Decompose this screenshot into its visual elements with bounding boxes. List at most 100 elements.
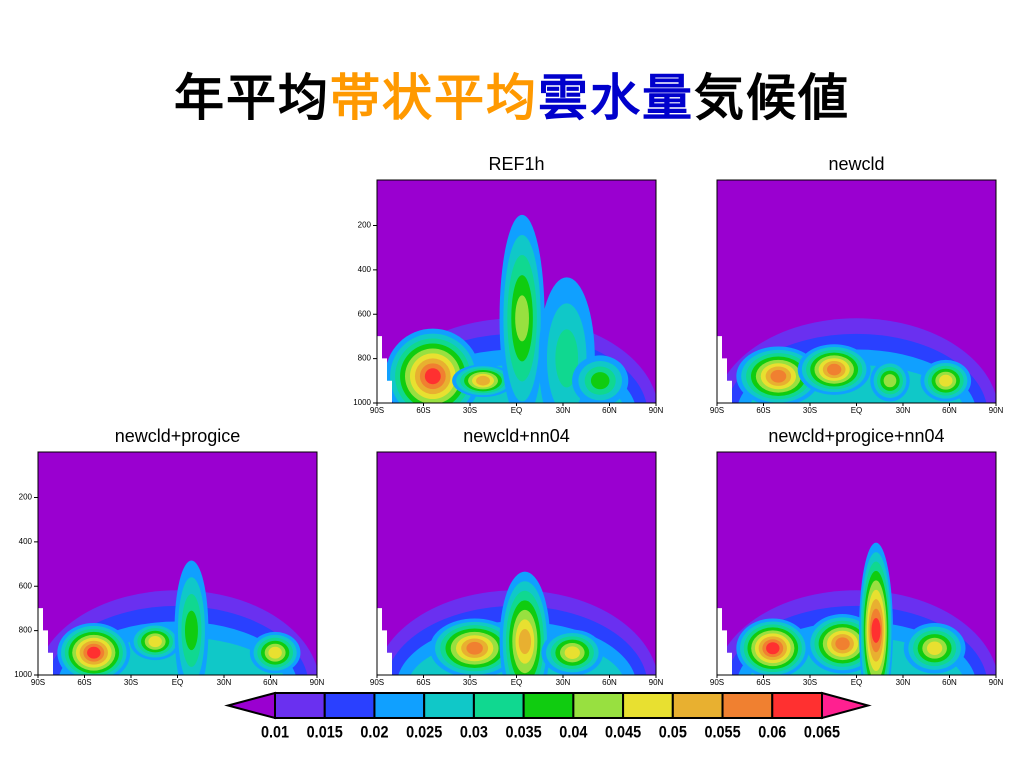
x-tick-label: EQ xyxy=(851,678,863,687)
x-tick-label: EQ xyxy=(172,678,184,687)
x-tick-label: 60S xyxy=(756,678,770,687)
x-tick-label: 30N xyxy=(896,678,911,687)
contour-band xyxy=(883,374,897,388)
contour-band xyxy=(766,642,780,655)
y-tick-label: 1000 xyxy=(353,398,371,407)
colorbar-segment xyxy=(472,692,525,719)
colorbar-label: 0.065 xyxy=(804,723,840,741)
x-tick-label: 30S xyxy=(463,406,477,415)
x-tick-label: EQ xyxy=(511,406,523,415)
contour-band xyxy=(564,646,580,660)
colorbar-arrow-right xyxy=(821,691,872,720)
x-tick-label: 60N xyxy=(602,678,617,687)
colorbar-label: 0.01 xyxy=(261,723,289,741)
colorbar-label: 0.05 xyxy=(659,723,687,741)
topography xyxy=(377,608,392,675)
colorbar-label: 0.02 xyxy=(360,723,388,741)
x-tick-label: 30N xyxy=(556,678,571,687)
colorbar-segment xyxy=(323,692,376,719)
x-tick-label: 30S xyxy=(803,406,817,415)
y-tick-label: 200 xyxy=(358,221,372,230)
panel-title: newcld+progice xyxy=(115,426,241,446)
x-tick-label: 90S xyxy=(31,678,45,687)
y-tick-label: 600 xyxy=(19,581,33,590)
y-tick-label: 400 xyxy=(358,265,372,274)
x-tick-label: 90S xyxy=(370,406,384,415)
contour-band xyxy=(770,369,787,383)
panel-title: newcld+nn04 xyxy=(463,426,570,446)
contour-band xyxy=(926,641,943,655)
panel-title: REF1h xyxy=(488,154,544,174)
field xyxy=(717,452,996,675)
x-tick-label: 60N xyxy=(263,678,278,687)
colorbar-label: 0.045 xyxy=(605,723,641,741)
x-tick-label: 90S xyxy=(710,678,724,687)
x-tick-label: 60S xyxy=(416,678,430,687)
colorbar-segment xyxy=(572,692,625,719)
colorbar-label: 0.055 xyxy=(704,723,740,741)
x-tick-label: 90N xyxy=(310,678,325,687)
contour-band xyxy=(466,641,483,655)
x-tick-label: 30S xyxy=(124,678,138,687)
contour-band xyxy=(515,295,529,342)
field xyxy=(377,452,656,675)
panel-title: newcld xyxy=(828,154,884,174)
panel: newcld+nn04 90S 60S 30S EQ 30N 60N 90N xyxy=(370,426,664,687)
panel: newcld+progice+nn04 90S 60S 30S EQ 30N 60N 90N xyxy=(710,426,1004,687)
x-tick-label: EQ xyxy=(511,678,523,687)
x-tick-label: 90N xyxy=(989,406,1004,415)
contour-band xyxy=(871,617,881,643)
x-tick-label: 90S xyxy=(710,406,724,415)
panel: newcld 90S 60S 30S EQ 30N 60N 90N xyxy=(710,154,1004,415)
field xyxy=(377,180,656,403)
contour-band xyxy=(835,637,850,651)
colorbar-label: 0.06 xyxy=(758,723,786,741)
colorbar-segment xyxy=(522,692,575,719)
title-part: 年平均 xyxy=(174,69,330,127)
field xyxy=(717,180,996,403)
colorbar-arrow-left xyxy=(224,691,276,720)
colorbar-segment xyxy=(423,692,475,719)
y-tick-label: 800 xyxy=(358,354,372,363)
x-tick-label: 30S xyxy=(463,678,477,687)
colorbar-label: 0.035 xyxy=(506,723,542,741)
topography xyxy=(38,608,53,675)
contour-band xyxy=(476,375,491,386)
y-tick-label: 200 xyxy=(19,493,33,502)
x-tick-label: 90N xyxy=(989,678,1004,687)
colorbar-segment xyxy=(622,692,674,719)
title-part: 気候値 xyxy=(694,69,850,127)
colorbar-label: 0.03 xyxy=(460,723,488,741)
colorbar-label: 0.04 xyxy=(559,723,587,741)
x-tick-label: 60S xyxy=(416,406,430,415)
colorbar-segment xyxy=(373,692,426,719)
colorbar-segment xyxy=(671,692,724,719)
colorbar-segment xyxy=(274,692,326,719)
x-tick-label: 30S xyxy=(803,678,817,687)
x-tick-label: 60N xyxy=(942,406,957,415)
contour-band xyxy=(268,646,282,659)
topography xyxy=(377,336,392,403)
x-tick-label: 30N xyxy=(556,406,571,415)
colorbar-label: 0.015 xyxy=(307,723,343,741)
title-part: 雲水量 xyxy=(538,69,694,127)
x-tick-label: 60N xyxy=(602,406,617,415)
contour-band xyxy=(826,363,842,376)
x-tick-label: 60N xyxy=(942,678,957,687)
colorbar-segment xyxy=(771,692,823,719)
x-tick-label: 90N xyxy=(649,406,664,415)
colorbar-segment xyxy=(721,692,774,719)
contour-band xyxy=(148,635,162,648)
y-tick-label: 600 xyxy=(358,309,372,318)
x-tick-label: EQ xyxy=(851,406,863,415)
contour-band xyxy=(184,610,198,651)
contour-band xyxy=(939,374,953,387)
field xyxy=(38,452,317,675)
y-tick-label: 1000 xyxy=(14,670,32,679)
slide-title: 年平均帯状平均雲水量気候値 xyxy=(0,58,1024,130)
y-tick-label: 400 xyxy=(19,537,33,546)
